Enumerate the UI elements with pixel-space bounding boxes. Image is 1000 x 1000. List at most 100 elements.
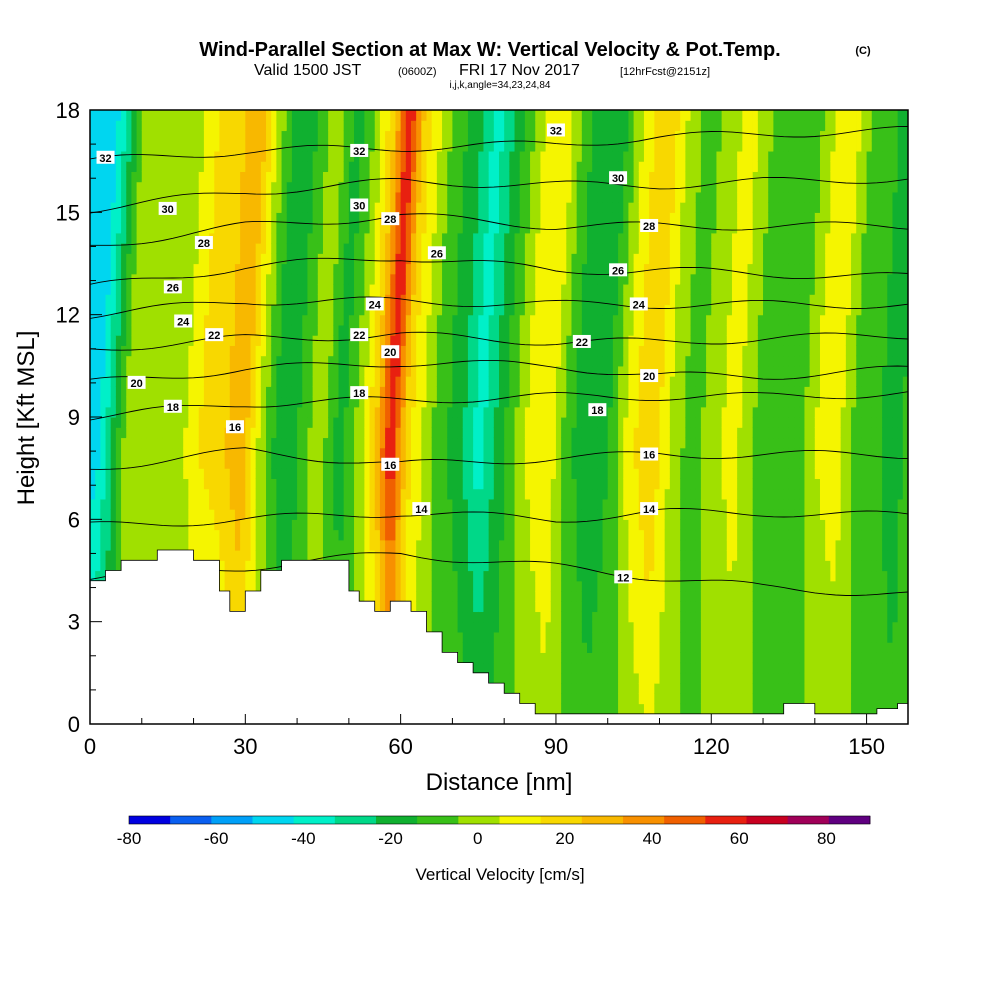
velocity-cell (436, 519, 443, 531)
velocity-cell (348, 560, 355, 572)
velocity-cell (234, 283, 241, 295)
velocity-cell (333, 376, 340, 387)
velocity-cell (203, 110, 210, 121)
velocity-cell (395, 263, 402, 275)
velocity-cell (281, 355, 288, 367)
velocity-cell (276, 345, 283, 357)
velocity-cell (421, 601, 428, 613)
velocity-cell (493, 478, 500, 490)
velocity-cell (152, 345, 158, 357)
velocity-cell (364, 570, 371, 582)
velocity-cell (436, 427, 443, 439)
velocity-cell (431, 273, 438, 285)
velocity-cell (442, 355, 448, 367)
velocity-cell (467, 417, 474, 428)
velocity-cell (110, 345, 117, 357)
velocity-cell (250, 519, 257, 531)
velocity-cell (131, 406, 138, 418)
velocity-cell (286, 335, 293, 346)
velocity-cell (291, 324, 298, 336)
velocity-cell (322, 150, 329, 162)
velocity-cell (462, 550, 469, 561)
velocity-cell (255, 253, 262, 265)
velocity-cell (467, 611, 474, 623)
velocity-cell (395, 150, 402, 162)
velocity-cell (328, 498, 334, 510)
velocity-cell (286, 539, 293, 551)
velocity-cell (462, 263, 469, 275)
velocity-cell (343, 294, 350, 306)
velocity-cell (255, 324, 262, 336)
velocity-cell (467, 202, 474, 213)
velocity-cell (374, 437, 381, 449)
velocity-cell (162, 130, 169, 142)
velocity-cell (245, 447, 252, 459)
velocity-cell (442, 376, 448, 387)
velocity-cell (499, 488, 505, 500)
velocity-cell (348, 539, 355, 551)
velocity-cell (499, 110, 505, 121)
velocity-cell (338, 263, 345, 275)
velocity-cell (183, 181, 189, 193)
velocity-cell (421, 222, 428, 234)
velocity-cell (276, 181, 283, 193)
velocity-cell (271, 294, 277, 306)
velocity-cell (214, 447, 221, 459)
velocity-cell (447, 304, 454, 316)
velocity-cell (457, 202, 464, 213)
velocity-cell (473, 345, 479, 357)
velocity-cell (240, 130, 246, 142)
velocity-cell (172, 253, 179, 265)
velocity-cell (136, 202, 143, 213)
velocity-cell (214, 202, 221, 213)
velocity-cell (136, 304, 143, 316)
velocity-cell (105, 345, 112, 357)
velocity-cell (214, 437, 221, 449)
velocity-cell (110, 243, 117, 254)
velocity-cell (328, 488, 334, 500)
velocity-cell (514, 590, 521, 602)
velocity-cell (100, 273, 107, 285)
velocity-cell (100, 498, 107, 510)
velocity-cell (478, 427, 485, 439)
velocity-cell (152, 437, 158, 449)
velocity-cell (478, 519, 485, 531)
velocity-cell (467, 652, 474, 664)
velocity-cell (178, 294, 184, 306)
velocity-cell (364, 560, 371, 572)
velocity-cell (260, 232, 267, 244)
velocity-cell (126, 243, 133, 254)
velocity-cell (328, 447, 334, 459)
velocity-cell (457, 130, 464, 142)
velocity-cell (209, 468, 215, 479)
velocity-cell (488, 365, 495, 377)
velocity-cell (483, 447, 490, 459)
velocity-cell (90, 437, 96, 449)
velocity-cell (385, 294, 391, 306)
velocity-cell (410, 283, 417, 295)
velocity-cell (317, 406, 324, 418)
velocity-cell (488, 570, 495, 582)
velocity-cell (157, 294, 164, 306)
velocity-cell (462, 417, 469, 428)
velocity-cell (328, 150, 334, 162)
velocity-cell (95, 509, 101, 520)
velocity-cell (100, 417, 107, 428)
velocity-cell (385, 590, 391, 602)
velocity-cell (297, 130, 303, 142)
velocity-cell (90, 550, 96, 561)
velocity-cell (146, 222, 153, 234)
velocity-cell (302, 150, 309, 162)
velocity-cell (131, 365, 138, 377)
velocity-cell (478, 263, 485, 275)
velocity-cell (499, 672, 505, 684)
velocity-cell (374, 550, 381, 561)
velocity-cell (95, 212, 101, 224)
velocity-cell (131, 212, 138, 224)
velocity-cell (322, 365, 329, 377)
velocity-cell (312, 539, 319, 551)
velocity-cell (276, 457, 283, 469)
velocity-cell (141, 365, 148, 377)
velocity-cell (410, 519, 417, 531)
velocity-cell (136, 294, 143, 306)
